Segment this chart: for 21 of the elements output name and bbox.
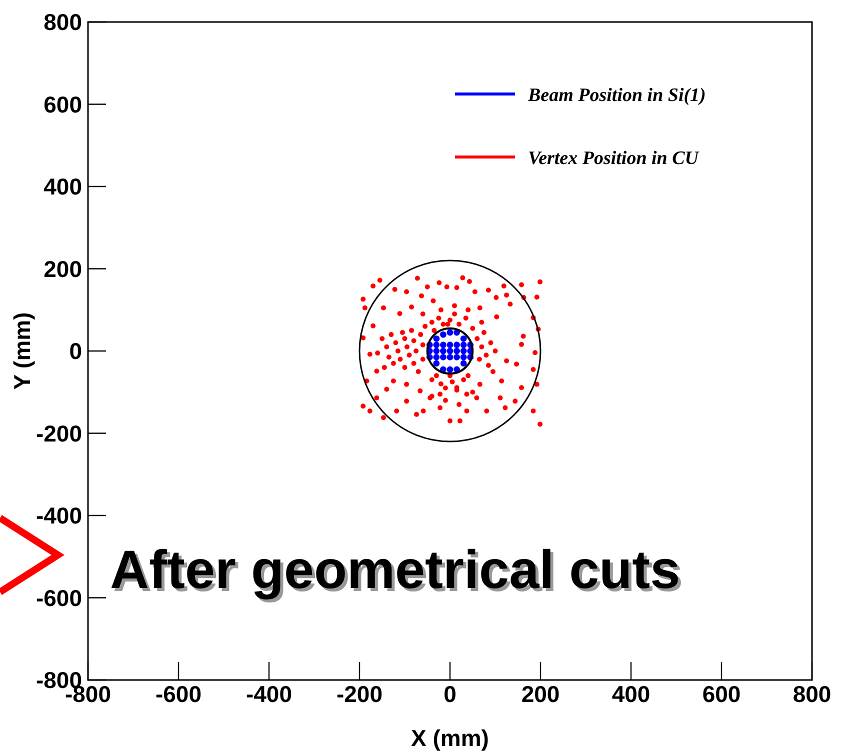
x-tick-label: 0 xyxy=(444,681,456,707)
x-tick-label: 200 xyxy=(521,681,560,707)
x-axis-title: X (mm) xyxy=(411,725,489,751)
y-axis-title: Y (mm) xyxy=(9,312,35,390)
x-tick-label: -200 xyxy=(336,681,383,707)
y-tick-label: -600 xyxy=(36,584,82,611)
y-tick-label: -200 xyxy=(36,420,82,446)
y-tick-label: -400 xyxy=(36,502,82,528)
legend-label: Beam Position in Si(1) xyxy=(527,85,706,106)
annotation: After geometrical cuts xyxy=(113,543,684,603)
x-tick-label: 600 xyxy=(702,681,741,707)
x-tick-label: -400 xyxy=(246,681,292,707)
legend-label: Vertex Position in CU xyxy=(528,148,700,169)
y-tick-label: 0 xyxy=(69,338,82,364)
x-tick-label: 400 xyxy=(612,681,650,707)
y-tick-label: 800 xyxy=(44,9,82,35)
x-tick-label: -600 xyxy=(155,681,202,707)
y-tick-label: 600 xyxy=(44,91,82,118)
y-tick-label: 200 xyxy=(44,256,82,282)
y-tick-label: 400 xyxy=(44,174,82,200)
x-tick-label: 800 xyxy=(792,681,832,707)
